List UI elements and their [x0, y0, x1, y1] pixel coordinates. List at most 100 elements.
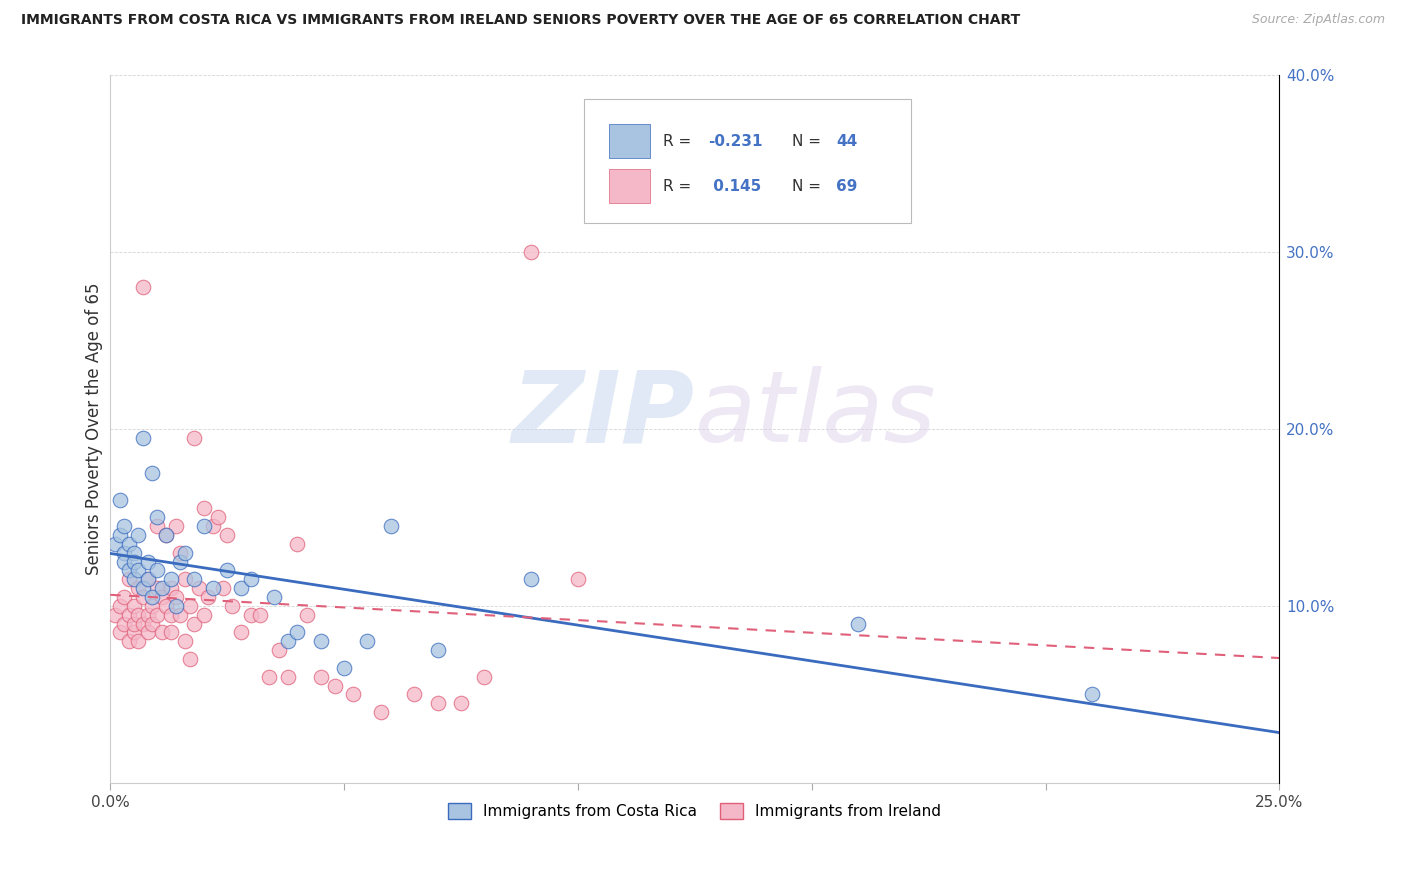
Point	[108, 625, 131, 640]
Point	[155, 528, 177, 542]
Point	[193, 519, 215, 533]
Point	[136, 572, 159, 586]
Point	[404, 688, 426, 702]
Legend: Immigrants from Costa Rica, Immigrants from Ireland: Immigrants from Costa Rica, Immigrants f…	[441, 797, 948, 825]
Point	[333, 661, 356, 675]
Point	[285, 537, 308, 551]
Point	[112, 590, 135, 604]
Point	[108, 599, 131, 613]
Point	[108, 492, 131, 507]
Point	[197, 590, 219, 604]
Point	[122, 555, 145, 569]
Point	[263, 590, 285, 604]
Point	[127, 634, 149, 648]
Text: N =: N =	[792, 179, 825, 194]
Point	[426, 696, 449, 710]
Point	[104, 537, 127, 551]
Text: R =: R =	[664, 179, 696, 194]
Point	[146, 510, 169, 524]
Point	[136, 607, 159, 622]
Point	[193, 607, 215, 622]
Point	[239, 572, 262, 586]
Point	[188, 581, 211, 595]
Point	[277, 634, 299, 648]
Point	[160, 607, 183, 622]
Y-axis label: Seniors Poverty Over the Age of 65: Seniors Poverty Over the Age of 65	[86, 283, 103, 575]
Point	[118, 634, 141, 648]
Point	[342, 688, 364, 702]
Point	[155, 528, 177, 542]
Point	[122, 599, 145, 613]
Point	[136, 625, 159, 640]
Point	[183, 431, 205, 445]
Point	[165, 599, 187, 613]
Point	[112, 519, 135, 533]
Point	[370, 705, 392, 719]
Point	[136, 572, 159, 586]
Point	[202, 581, 225, 595]
Point	[179, 599, 201, 613]
Point	[141, 599, 163, 613]
Point	[169, 546, 191, 560]
Point	[122, 616, 145, 631]
Point	[848, 616, 870, 631]
Point	[450, 696, 472, 710]
Point	[231, 625, 253, 640]
Point	[174, 546, 197, 560]
Point	[211, 581, 233, 595]
Point	[160, 581, 183, 595]
Point	[174, 572, 197, 586]
Point	[221, 599, 243, 613]
Point	[217, 528, 239, 542]
Point	[122, 572, 145, 586]
Point	[165, 590, 187, 604]
Point	[150, 581, 173, 595]
Text: 44: 44	[837, 134, 858, 149]
Text: R =: R =	[664, 134, 696, 149]
Point	[174, 634, 197, 648]
Point	[132, 431, 155, 445]
Point	[202, 519, 225, 533]
Point	[112, 555, 135, 569]
Point	[118, 537, 141, 551]
Point	[136, 555, 159, 569]
Text: Source: ZipAtlas.com: Source: ZipAtlas.com	[1251, 13, 1385, 27]
Point	[472, 670, 495, 684]
Text: -0.231: -0.231	[707, 134, 762, 149]
Point	[132, 280, 155, 294]
Text: N =: N =	[792, 134, 825, 149]
Point	[231, 581, 253, 595]
Point	[118, 572, 141, 586]
Bar	[609, 169, 651, 203]
Point	[356, 634, 378, 648]
Point	[295, 607, 318, 622]
Point	[141, 466, 163, 480]
Point	[309, 670, 332, 684]
Point	[127, 528, 149, 542]
Point	[132, 616, 155, 631]
Point	[160, 572, 183, 586]
Point	[146, 581, 169, 595]
Point	[520, 244, 543, 259]
Point	[217, 564, 239, 578]
Point	[567, 572, 589, 586]
Point	[179, 652, 201, 666]
Point	[239, 607, 262, 622]
Point	[160, 625, 183, 640]
Bar	[609, 124, 651, 158]
Point	[146, 607, 169, 622]
Point	[112, 616, 135, 631]
Point	[150, 590, 173, 604]
Point	[104, 607, 127, 622]
Text: 0.145: 0.145	[707, 179, 761, 194]
Point	[112, 546, 135, 560]
Text: IMMIGRANTS FROM COSTA RICA VS IMMIGRANTS FROM IRELAND SENIORS POVERTY OVER THE A: IMMIGRANTS FROM COSTA RICA VS IMMIGRANTS…	[21, 13, 1021, 28]
Text: ZIP: ZIP	[512, 366, 695, 463]
Point	[426, 643, 449, 657]
Point	[146, 519, 169, 533]
Point	[285, 625, 308, 640]
Point	[267, 643, 290, 657]
Point	[277, 670, 299, 684]
Point	[127, 564, 149, 578]
Point	[309, 634, 332, 648]
